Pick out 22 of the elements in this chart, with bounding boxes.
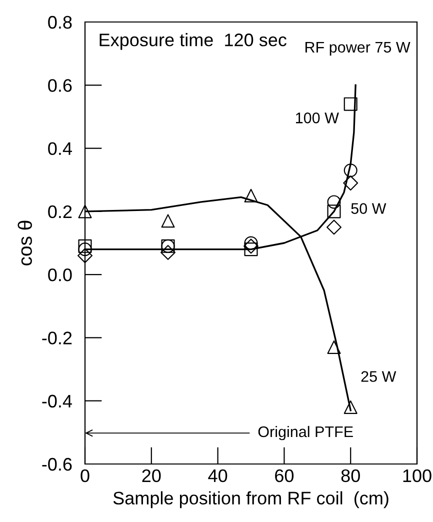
annotation: 25 W	[361, 371, 396, 382]
x-tick-label: 80	[341, 469, 360, 482]
y-tick-label: -0.6	[42, 458, 72, 471]
annotation: 100 W	[296, 112, 339, 124]
x-tick-label: 60	[275, 469, 294, 482]
annotation: Original PTFE	[258, 426, 353, 440]
x-tick-label: 0	[80, 469, 90, 482]
y-tick-label: 0.2	[48, 205, 72, 218]
y-tick-label: 0.0	[48, 268, 72, 282]
y-tick-label: 0.6	[48, 79, 72, 92]
y-tick-label: -0.4	[42, 394, 72, 408]
x-axis-title: Sample position from RF coil (cm)	[113, 491, 388, 508]
x-tick-label: 20	[142, 469, 161, 482]
y-tick-label: 0.8	[48, 16, 72, 29]
y-axis-title: cos θ	[18, 220, 32, 266]
x-tick-label: 100	[403, 469, 432, 482]
annotation: 50 W	[351, 203, 386, 214]
annotation: Exposure time 120 sec	[100, 33, 286, 50]
annotation: RF power 75 W	[305, 42, 410, 56]
y-tick-label: -0.2	[42, 332, 72, 344]
y-tick-label: 0.4	[48, 142, 72, 156]
x-tick-label: 40	[208, 469, 228, 482]
